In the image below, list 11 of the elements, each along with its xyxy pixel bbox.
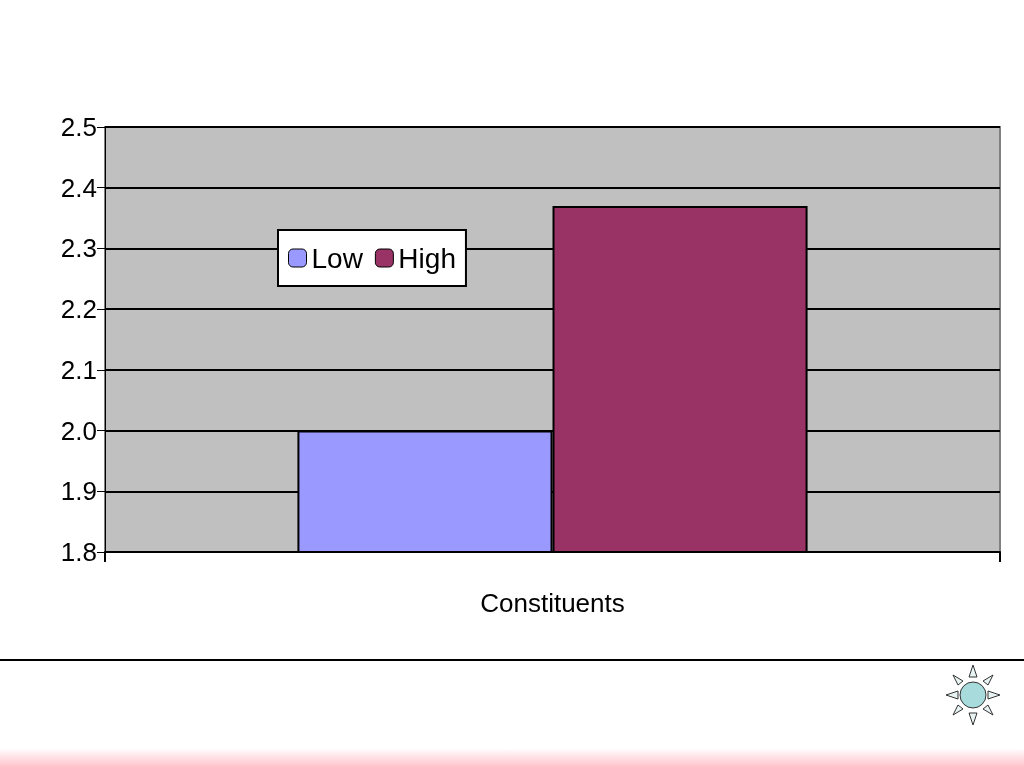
y-tick-label: 2.5 (60, 112, 97, 142)
y-tick-label: 2.2 (60, 294, 97, 325)
y-tick-label: 1.8 (60, 537, 97, 567)
y-tick-label: 2.3 (60, 233, 97, 264)
legend-label: Low (311, 242, 364, 274)
legend-label: High (398, 242, 456, 274)
x-tick-label: Constituents (480, 588, 625, 618)
y-tick-label: 2.0 (60, 415, 97, 446)
y-tick-label: 1.9 (60, 476, 97, 507)
y-tick-label: 2.4 (60, 172, 97, 203)
y-tick-label: 2.1 (60, 354, 97, 385)
